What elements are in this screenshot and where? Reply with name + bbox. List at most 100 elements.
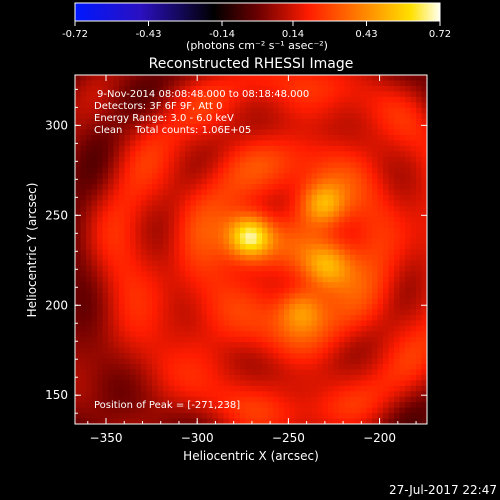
- heatmap-cell: [240, 200, 247, 207]
- heatmap-cell: [223, 107, 230, 114]
- y-tick-label: 200: [45, 298, 68, 312]
- heatmap-cell: [157, 325, 164, 332]
- heatmap-cell: [240, 140, 247, 147]
- heatmap-cell: [196, 118, 203, 125]
- heatmap-cell: [179, 385, 186, 392]
- heatmap-cell: [377, 118, 384, 125]
- heatmap-cell: [394, 342, 401, 349]
- heatmap-cell: [141, 396, 148, 403]
- heatmap-cell: [284, 325, 291, 332]
- heatmap-cell: [218, 91, 225, 98]
- heatmap-cell: [328, 96, 335, 103]
- heatmap-cell: [245, 287, 252, 294]
- heatmap-cell: [394, 276, 401, 283]
- heatmap-cell: [317, 304, 324, 311]
- heatmap-cell: [355, 244, 362, 251]
- heatmap-cell: [163, 325, 170, 332]
- heatmap-cell: [207, 205, 214, 212]
- heatmap-cell: [157, 380, 164, 387]
- heatmap-cell: [207, 216, 214, 223]
- heatmap-cell: [394, 391, 401, 398]
- heatmap-cell: [333, 293, 340, 300]
- heatmap-cell: [306, 304, 313, 311]
- heatmap-cell: [399, 287, 406, 294]
- heatmap-cell: [91, 413, 98, 420]
- heatmap-cell: [251, 102, 258, 109]
- heatmap-cell: [311, 391, 318, 398]
- heatmap-cell: [317, 418, 324, 424]
- heatmap-cell: [273, 380, 280, 387]
- heatmap-cell: [322, 167, 329, 174]
- heatmap-cell: [245, 282, 252, 289]
- heatmap-cell: [311, 342, 318, 349]
- heatmap-cell: [113, 124, 120, 131]
- heatmap-cell: [130, 325, 137, 332]
- heatmap-cell: [80, 249, 87, 256]
- heatmap-cell: [207, 413, 214, 420]
- heatmap-cell: [267, 244, 274, 251]
- heatmap-cell: [339, 353, 346, 360]
- heatmap-cell: [174, 184, 181, 191]
- heatmap-cell: [311, 194, 318, 202]
- heatmap-cell: [311, 189, 318, 196]
- heatmap-cell: [416, 227, 423, 234]
- heatmap-cell: [108, 347, 115, 354]
- heatmap-cell: [394, 413, 401, 420]
- heatmap-cell: [399, 396, 406, 403]
- heatmap-cell: [328, 260, 335, 267]
- heatmap-cell: [141, 380, 148, 387]
- heatmap-cell: [212, 385, 219, 392]
- heatmap-cell: [377, 102, 384, 109]
- heatmap-cell: [251, 75, 258, 82]
- heatmap-cell: [410, 364, 417, 371]
- heatmap-cell: [130, 418, 137, 424]
- heatmap-cell: [185, 380, 192, 387]
- heatmap-cell: [256, 249, 263, 256]
- heatmap-cell: [119, 396, 126, 403]
- heatmap-cell: [383, 249, 390, 256]
- heatmap-cell: [322, 211, 329, 218]
- heatmap-cell: [284, 75, 291, 82]
- heatmap-cell: [196, 347, 203, 354]
- heatmap-cell: [168, 91, 175, 98]
- heatmap-cell: [399, 75, 406, 82]
- heatmap-cell: [157, 238, 164, 245]
- heatmap-cell: [256, 358, 263, 365]
- heatmap-cell: [377, 314, 384, 321]
- heatmap-cell: [372, 396, 379, 403]
- heatmap-cell: [174, 380, 181, 387]
- heatmap-cell: [75, 156, 82, 163]
- heatmap-cell: [212, 244, 219, 251]
- heatmap-cell: [229, 320, 236, 327]
- heatmap-cell: [168, 385, 175, 392]
- heatmap-cell: [256, 396, 263, 403]
- heatmap-cell: [416, 222, 423, 229]
- heatmap-cell: [80, 314, 87, 321]
- heatmap-cell: [333, 287, 340, 294]
- heatmap-cell: [108, 140, 115, 147]
- heatmap-cell: [394, 189, 401, 196]
- heatmap-cell: [416, 249, 423, 256]
- heatmap-cell: [185, 156, 192, 163]
- heatmap-cell: [300, 129, 307, 136]
- heatmap-cell: [317, 156, 324, 163]
- heatmap-cell: [130, 91, 137, 98]
- heatmap-cell: [157, 271, 164, 278]
- heatmap-cell: [212, 358, 219, 365]
- heatmap-cell: [179, 353, 186, 360]
- heatmap-cell: [97, 320, 104, 327]
- heatmap-cell: [163, 167, 170, 174]
- heatmap-cell: [383, 374, 390, 381]
- heatmap-cell: [355, 380, 362, 387]
- heatmap-cell: [97, 124, 104, 131]
- heatmap-cell: [240, 407, 247, 414]
- heatmap-cell: [102, 309, 109, 316]
- heatmap-cell: [75, 249, 82, 256]
- heatmap-cell: [366, 364, 373, 371]
- heatmap-cell: [267, 413, 274, 420]
- heatmap-cell: [333, 391, 340, 398]
- heatmap-cell: [256, 418, 263, 424]
- heatmap-cell: [317, 178, 324, 185]
- heatmap-cell: [201, 358, 208, 365]
- heatmap-cell: [361, 80, 368, 87]
